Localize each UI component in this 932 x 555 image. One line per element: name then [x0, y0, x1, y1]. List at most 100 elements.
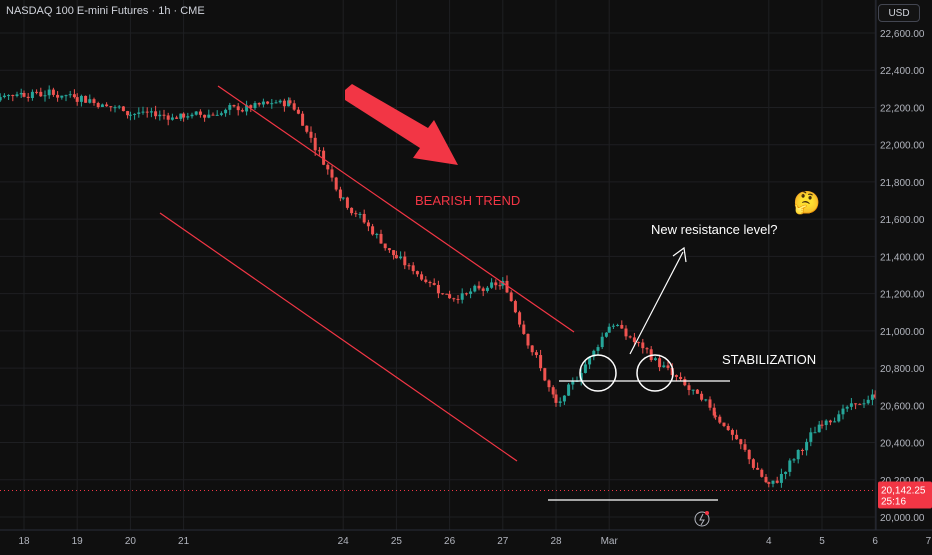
candle [26, 93, 30, 102]
candle [219, 111, 223, 117]
candle [513, 299, 517, 314]
time-axis[interactable]: 181920212425262728Mar456791112 [0, 529, 932, 547]
candle [743, 439, 747, 452]
symbol-title[interactable]: NASDAQ 100 E-mini Futures · 1h · CME [6, 5, 205, 17]
price-tick-label: 21,600.00 [880, 215, 925, 226]
candle [583, 360, 587, 374]
candle [674, 374, 678, 382]
candle [326, 163, 330, 175]
candle [387, 247, 391, 253]
candle [509, 290, 513, 302]
time-tick-label: 18 [18, 536, 30, 547]
time-tick-label: 25 [391, 536, 403, 547]
candle [121, 106, 125, 112]
candle [498, 280, 502, 290]
candle [407, 263, 411, 270]
time-tick-label: 20 [125, 536, 137, 547]
candle [96, 101, 100, 109]
candle [109, 106, 113, 112]
candle [845, 405, 849, 412]
candle [383, 243, 387, 251]
candle [113, 105, 117, 113]
candle [432, 278, 436, 286]
candle [194, 111, 198, 116]
candle [490, 278, 494, 289]
candle [145, 107, 149, 118]
candle [718, 414, 722, 425]
candle [305, 125, 309, 134]
time-tick-label: 26 [444, 536, 456, 547]
candle [228, 102, 232, 116]
lightning-replay-icon[interactable] [694, 511, 710, 527]
candle [117, 104, 121, 110]
candle [687, 382, 691, 396]
candle [175, 115, 179, 119]
time-tick-label: 5 [819, 536, 825, 547]
candle [190, 112, 194, 119]
candle [809, 427, 813, 447]
candle [64, 94, 68, 102]
candle [149, 107, 153, 118]
candle [805, 438, 809, 456]
candle [296, 106, 300, 115]
candle [253, 101, 257, 110]
candle [828, 419, 832, 426]
candle [105, 102, 109, 107]
candle [154, 105, 158, 120]
candle [162, 109, 166, 120]
candle [571, 377, 575, 390]
candle [862, 399, 866, 408]
candle [411, 262, 415, 275]
channel-lower-line [159, 212, 518, 462]
candle [47, 85, 51, 99]
candle [236, 103, 240, 116]
price-tick-label: 20,800.00 [880, 364, 925, 375]
candle [240, 108, 244, 113]
time-tick-label: 6 [872, 536, 878, 547]
candle [133, 113, 137, 120]
candle [186, 112, 190, 120]
candle [596, 344, 600, 356]
candle [788, 458, 792, 477]
candle [551, 385, 555, 399]
candle [645, 347, 649, 354]
candle [68, 90, 72, 98]
candle [747, 449, 751, 465]
candle [207, 109, 211, 119]
candle [15, 91, 19, 98]
candle [366, 219, 370, 232]
candle [824, 419, 828, 431]
candle [796, 449, 800, 464]
candle [7, 94, 11, 100]
candle [837, 410, 841, 423]
candle [292, 100, 296, 111]
candle [600, 332, 604, 350]
candle [730, 428, 734, 441]
bearish-trend-label: BEARISH TREND [415, 193, 520, 208]
new-resistance-label: New resistance level? [651, 222, 777, 237]
candle [88, 94, 92, 104]
candle [350, 207, 354, 216]
channel-upper-line [217, 85, 575, 333]
candle [2, 93, 6, 99]
candle [215, 110, 219, 116]
candle [522, 320, 526, 335]
candle [588, 355, 592, 369]
candle [441, 293, 445, 295]
price-axis[interactable]: 20,000.00 20,200.00 20,400.00 20,600.00 20,8… [875, 0, 932, 550]
candle [313, 133, 317, 156]
time-tick-label: 28 [550, 536, 562, 547]
currency-button[interactable]: USD [878, 4, 920, 22]
candle [403, 251, 407, 270]
candle [452, 297, 456, 302]
candle [526, 333, 530, 349]
candle [100, 103, 104, 108]
candle [604, 332, 608, 338]
candle [771, 480, 775, 488]
candle [779, 468, 783, 488]
candle [518, 310, 522, 328]
candle [505, 275, 509, 294]
